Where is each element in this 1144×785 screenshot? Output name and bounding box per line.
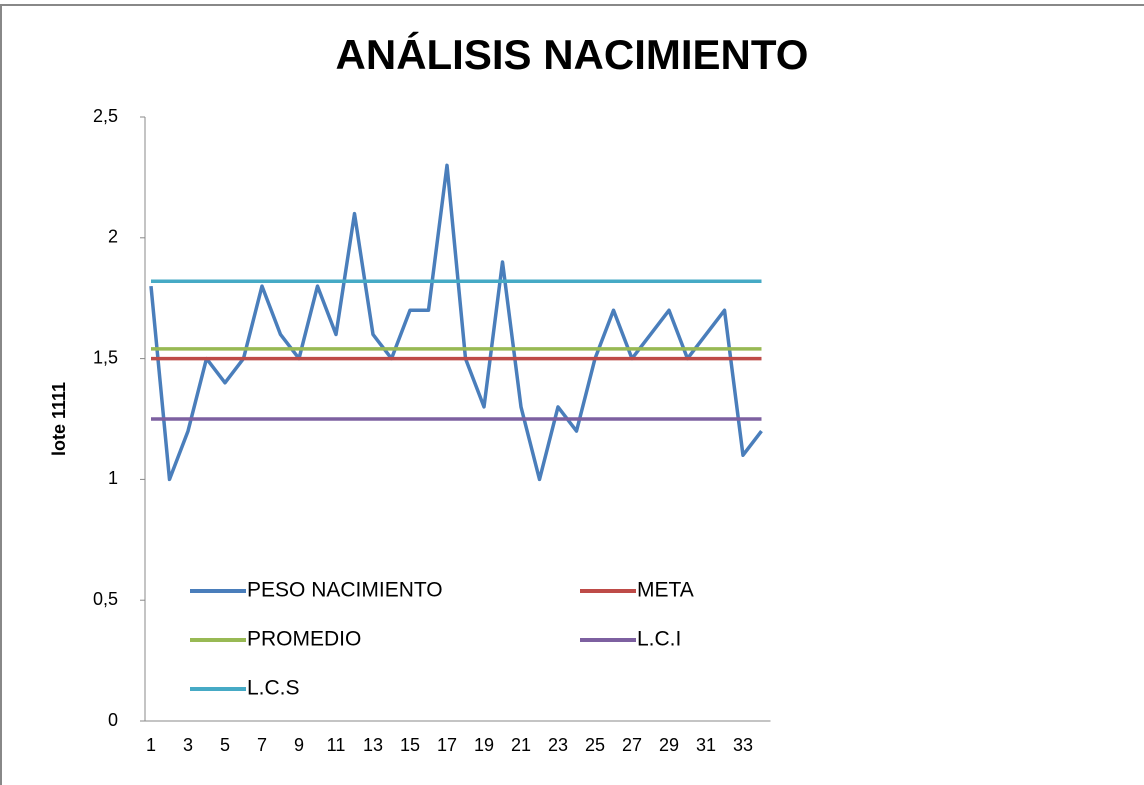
y-tick-label: 2,5 [93,106,118,126]
legend-label: L.C.I [637,628,681,651]
x-tick-label: 3 [183,735,193,755]
x-tick-label: 7 [257,735,267,755]
chart-title: ANÁLISIS NACIMIENTO [336,31,809,78]
x-tick-label: 33 [733,735,753,755]
x-tick-label: 27 [622,735,642,755]
x-tick-label: 23 [548,735,568,755]
x-tick-label: 1 [146,735,156,755]
x-tick-label: 11 [327,735,346,755]
y-tick-label: 2 [108,227,118,247]
legend-label: META [637,579,694,602]
y-axis-label: lote 1111 [49,382,69,456]
x-tick-label: 19 [474,735,494,755]
x-tick-label: 13 [363,735,383,755]
x-tick-label: 21 [511,735,531,755]
x-tick-label: 17 [437,735,457,755]
x-tick-label: 5 [220,735,230,755]
legend-label: PESO NACIMIENTO [247,579,443,602]
chart-frame [0,4,1144,785]
x-tick-label: 15 [400,735,420,755]
x-tick-label: 29 [659,735,679,755]
y-tick-label: 0,5 [93,589,118,609]
y-tick-label: 1 [108,468,118,488]
x-tick-label: 25 [585,735,605,755]
y-tick-label: 0 [108,710,118,730]
x-tick-label: 31 [696,735,716,755]
series-line [149,163,763,482]
y-tick-label: 1,5 [93,347,118,367]
x-tick-label: 9 [294,735,304,755]
legend-label: PROMEDIO [247,628,361,651]
legend-label: L.C.S [247,677,300,700]
